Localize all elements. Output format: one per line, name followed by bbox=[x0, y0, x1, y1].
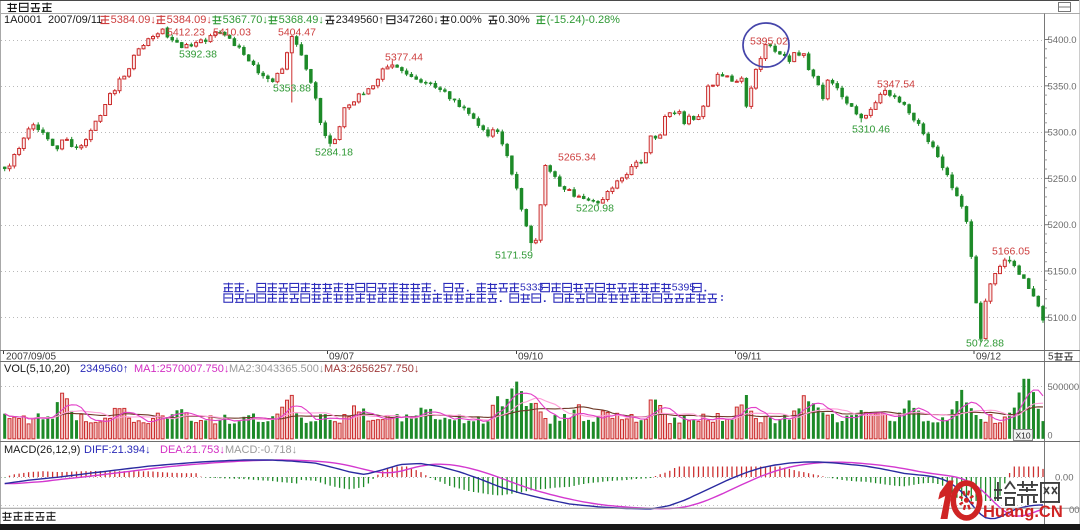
svg-text:5100.0: 5100.0 bbox=[1048, 313, 1077, 324]
svg-text:5072.88: 5072.88 bbox=[966, 338, 1004, 350]
svg-text:5410.03: 5410.03 bbox=[213, 27, 251, 39]
svg-text:5: 5 bbox=[1048, 351, 1054, 362]
svg-text:MACD(26,12,9): MACD(26,12,9) bbox=[4, 444, 80, 456]
svg-text:5310.46: 5310.46 bbox=[852, 124, 890, 136]
svg-text:09/07: 09/07 bbox=[329, 351, 354, 362]
svg-text:5265.34: 5265.34 bbox=[558, 152, 596, 164]
svg-text:5250.0: 5250.0 bbox=[1048, 174, 1077, 185]
svg-text:2349560↑: 2349560↑ bbox=[80, 363, 128, 375]
svg-text:0: 0 bbox=[1048, 431, 1053, 441]
svg-text:5367.70↓: 5367.70↓ bbox=[223, 14, 268, 26]
svg-text:5350.0: 5350.0 bbox=[1048, 81, 1077, 92]
svg-text:5200.0: 5200.0 bbox=[1048, 220, 1077, 231]
svg-text:09/11: 09/11 bbox=[737, 351, 762, 362]
svg-text:5412.23: 5412.23 bbox=[167, 27, 205, 39]
svg-text:09/12: 09/12 bbox=[976, 351, 1001, 362]
svg-text:MA1:2570007.750↓: MA1:2570007.750↓ bbox=[134, 363, 229, 375]
svg-text:2007/09/05: 2007/09/05 bbox=[6, 351, 56, 362]
svg-text:5384.09↓: 5384.09↓ bbox=[167, 14, 212, 26]
svg-text:5300.0: 5300.0 bbox=[1048, 128, 1077, 139]
svg-text:MA3:2656257.750↓: MA3:2656257.750↓ bbox=[324, 363, 419, 375]
svg-text:MACD:-0.718↓: MACD:-0.718↓ bbox=[225, 444, 297, 456]
svg-text:DEA:21.753↓: DEA:21.753↓ bbox=[160, 444, 225, 456]
svg-text:5384.09↓: 5384.09↓ bbox=[111, 14, 156, 26]
svg-text:5368.49↓: 5368.49↓ bbox=[279, 14, 324, 26]
svg-text:0.00%: 0.00% bbox=[451, 14, 482, 26]
svg-text:5377.44: 5377.44 bbox=[385, 52, 423, 64]
svg-text:5353.88: 5353.88 bbox=[273, 83, 311, 95]
svg-text:Huang.CN: Huang.CN bbox=[983, 503, 1063, 521]
svg-text:5395: 5395 bbox=[672, 282, 696, 294]
svg-text:5400.0: 5400.0 bbox=[1048, 35, 1077, 46]
svg-text:X10: X10 bbox=[1016, 431, 1031, 441]
svg-text:(-15.24)-0.28%: (-15.24)-0.28% bbox=[547, 14, 621, 26]
svg-text:09/10: 09/10 bbox=[518, 351, 543, 362]
svg-text:DIFF:21.394↓: DIFF:21.394↓ bbox=[84, 444, 151, 456]
svg-text:5150.0: 5150.0 bbox=[1048, 267, 1077, 278]
svg-text:5284.18: 5284.18 bbox=[315, 147, 353, 159]
svg-text:0.00: 0.00 bbox=[1055, 473, 1074, 484]
svg-text:5166.05: 5166.05 bbox=[992, 246, 1030, 258]
svg-text:2349560↑: 2349560↑ bbox=[336, 14, 384, 26]
svg-text:5392.38: 5392.38 bbox=[179, 49, 217, 61]
svg-text:5171.59: 5171.59 bbox=[495, 250, 533, 262]
svg-text:VOL(5,10,20): VOL(5,10,20) bbox=[4, 363, 70, 375]
svg-text:5220.98: 5220.98 bbox=[576, 203, 614, 215]
svg-text:00: 00 bbox=[1069, 505, 1080, 516]
svg-text:5395.02: 5395.02 bbox=[750, 36, 788, 48]
svg-text:347260↓: 347260↓ bbox=[397, 14, 439, 26]
svg-text:500000: 500000 bbox=[1048, 382, 1080, 393]
svg-text:1A0001 2007/09/11: 1A0001 2007/09/11 bbox=[4, 14, 102, 26]
svg-text:0.30%: 0.30% bbox=[499, 14, 530, 26]
svg-text:5404.47: 5404.47 bbox=[278, 27, 316, 39]
svg-text:5333: 5333 bbox=[520, 282, 544, 294]
svg-text:MA2:3043365.500↓: MA2:3043365.500↓ bbox=[229, 363, 324, 375]
svg-text:5347.54: 5347.54 bbox=[877, 79, 915, 91]
